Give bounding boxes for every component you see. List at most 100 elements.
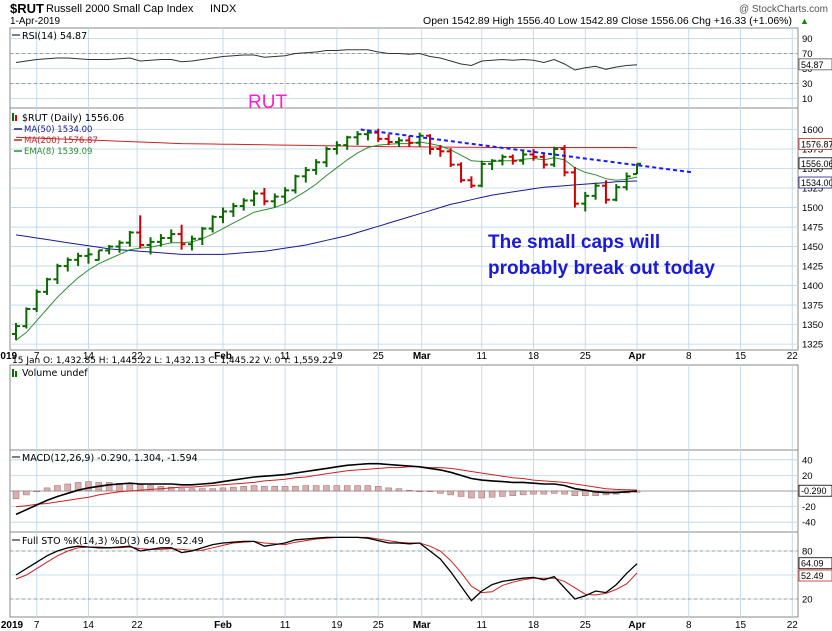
price-tick-1575: 1575 <box>802 145 823 156</box>
date-label-top-11: 25 <box>580 351 592 362</box>
macd-hist-bar-35 <box>375 486 382 492</box>
ohlc-bar-27 <box>291 174 300 194</box>
macd-hist-bar-44 <box>468 490 475 499</box>
date-label-bottom-10: 18 <box>528 620 540 631</box>
rut-annotation: RUT <box>248 92 287 113</box>
ohlc-bar-11 <box>125 230 134 247</box>
ohlc-bar-59 <box>622 172 631 191</box>
price-tick-1325: 1325 <box>802 340 823 351</box>
ohlc-bar-1 <box>22 307 31 329</box>
macd-hist-bar-5 <box>64 483 71 492</box>
macd-hist-bar-2 <box>33 490 40 493</box>
sto-d-tag-text: 52.49 <box>801 571 824 581</box>
macd-hist-bar-34 <box>364 485 372 492</box>
ohlc-bar-24 <box>260 188 269 206</box>
macd-hist-bar-26 <box>281 486 289 492</box>
date-label-bottom-2: 14 <box>83 620 95 631</box>
macd-hist-bar-16 <box>178 488 185 492</box>
ohlc-bar-58 <box>612 184 621 202</box>
macd-title: MACD(12,26,9) -0.290, 1.304, -1.594 <box>22 453 198 464</box>
price-tick-1475: 1475 <box>802 223 823 234</box>
macd-hist-bar-47 <box>499 490 506 497</box>
ohlc-bar-44 <box>467 176 476 189</box>
price-tick-1400: 1400 <box>802 281 823 292</box>
price-legend-icon <box>12 113 14 121</box>
macd-hist-bar-51 <box>540 490 548 495</box>
macd-hist-bar-25 <box>271 486 278 492</box>
macd-hist-bar-30 <box>323 485 330 492</box>
ohlc-bar-25 <box>270 193 279 208</box>
watermark: @ StockCharts.com <box>739 4 828 15</box>
macd-hist-bar-18 <box>199 488 206 492</box>
chart-date: 1-Apr-2019 <box>10 16 60 27</box>
ohlc-bar-42 <box>446 148 455 167</box>
macd-hist-bar-11 <box>126 482 134 492</box>
macd-hist-bar-38 <box>406 489 413 492</box>
ohlc-bar-54 <box>570 166 579 208</box>
ohlc-bar-8 <box>94 249 103 261</box>
ohlc-bar-26 <box>281 187 290 203</box>
ohlc-bar-57 <box>601 180 610 204</box>
price-legend-0: $RUT (Daily) 1556.06 <box>22 113 124 124</box>
macd-hist-bar-22 <box>240 486 247 492</box>
date-label-bottom-1: 7 <box>34 620 40 631</box>
macd-line <box>15 462 638 516</box>
date-label-top-10: 18 <box>528 351 540 362</box>
date-label-bottom-11: 25 <box>580 620 592 631</box>
ohlc-bar-10 <box>115 240 124 253</box>
macd-hist-bar-41 <box>437 490 444 494</box>
date-label-bottom-3: 22 <box>132 620 144 631</box>
ohlc-bar-36 <box>384 134 393 146</box>
ohlc-bar-38 <box>405 135 414 147</box>
price-legend-1: MA(50) 1534.00 <box>24 125 92 135</box>
ohlc-bar-20 <box>219 207 227 224</box>
ohlc-bar-33 <box>353 131 362 146</box>
price-tick-1600: 1600 <box>802 125 823 136</box>
ohlc-bar-53 <box>560 145 569 177</box>
ma50-tag-box <box>798 176 832 189</box>
macd-hist-bar-15 <box>168 486 175 492</box>
volume-legend-icon <box>12 369 14 377</box>
ohlc-bar-50 <box>529 149 538 161</box>
macd-hist-bar-27 <box>292 486 299 492</box>
macd-hist-bar-54 <box>571 490 579 496</box>
macd-tag-text: -0.290 <box>801 486 827 496</box>
date-label-top-15: 22 <box>787 351 799 362</box>
value-tags: 54.87 1576.87 1556.06 1534.00 -0.290 64.09 52.… <box>798 58 832 582</box>
volume-legend-icon-2 <box>15 371 17 377</box>
date-label-bottom-13: 8 <box>686 620 692 631</box>
date-label-bottom-8: Mar <box>413 620 431 631</box>
ohlc-bar-13 <box>146 237 155 255</box>
note-line-2: probably break out today <box>488 258 715 279</box>
ohlc-bar-18 <box>198 227 207 245</box>
ohlc-bar-16 <box>177 224 186 250</box>
ohlc-bar-23 <box>250 190 259 206</box>
macd-hist-bar-17 <box>188 488 196 492</box>
macd-hist-bar-33 <box>354 485 361 492</box>
ohlc-bar-30 <box>322 146 331 167</box>
rsi-tick-30: 30 <box>802 79 813 90</box>
macd-hist-bar-36 <box>385 487 392 492</box>
date-label-bottom-15: 22 <box>787 620 799 631</box>
date-label-bottom-14: 15 <box>735 620 747 631</box>
date-label-top-8: Mar <box>413 351 431 362</box>
date-label-top-7: 25 <box>373 351 385 362</box>
ohlc-bar-60 <box>633 162 641 176</box>
macd-hist-bar-29 <box>312 485 320 492</box>
ohlc-bar-28 <box>301 166 310 183</box>
hover-readout: 15 Jan O: 1,432.85 H: 1,445.22 L: 1,432.… <box>12 356 334 366</box>
macd-signal-line <box>15 466 638 508</box>
sto-d-tag-box <box>798 569 832 582</box>
price-tick-1500: 1500 <box>802 203 823 214</box>
date-label-bottom-7: 25 <box>373 620 385 631</box>
macd-hist-bar-19 <box>209 488 216 492</box>
macd-hist-bar-1 <box>23 490 30 496</box>
ohlc-bar-51 <box>539 152 548 169</box>
ohlc-bar-31 <box>332 141 341 155</box>
rsi-tick-90: 90 <box>802 34 813 45</box>
rsi-tag-text: 54.87 <box>801 60 824 70</box>
date-label-top-12: Apr <box>628 351 645 362</box>
sto-tick-80: 80 <box>802 547 813 558</box>
date-label-top-6: 19 <box>331 351 343 362</box>
ohlc-bar-39 <box>415 132 424 147</box>
